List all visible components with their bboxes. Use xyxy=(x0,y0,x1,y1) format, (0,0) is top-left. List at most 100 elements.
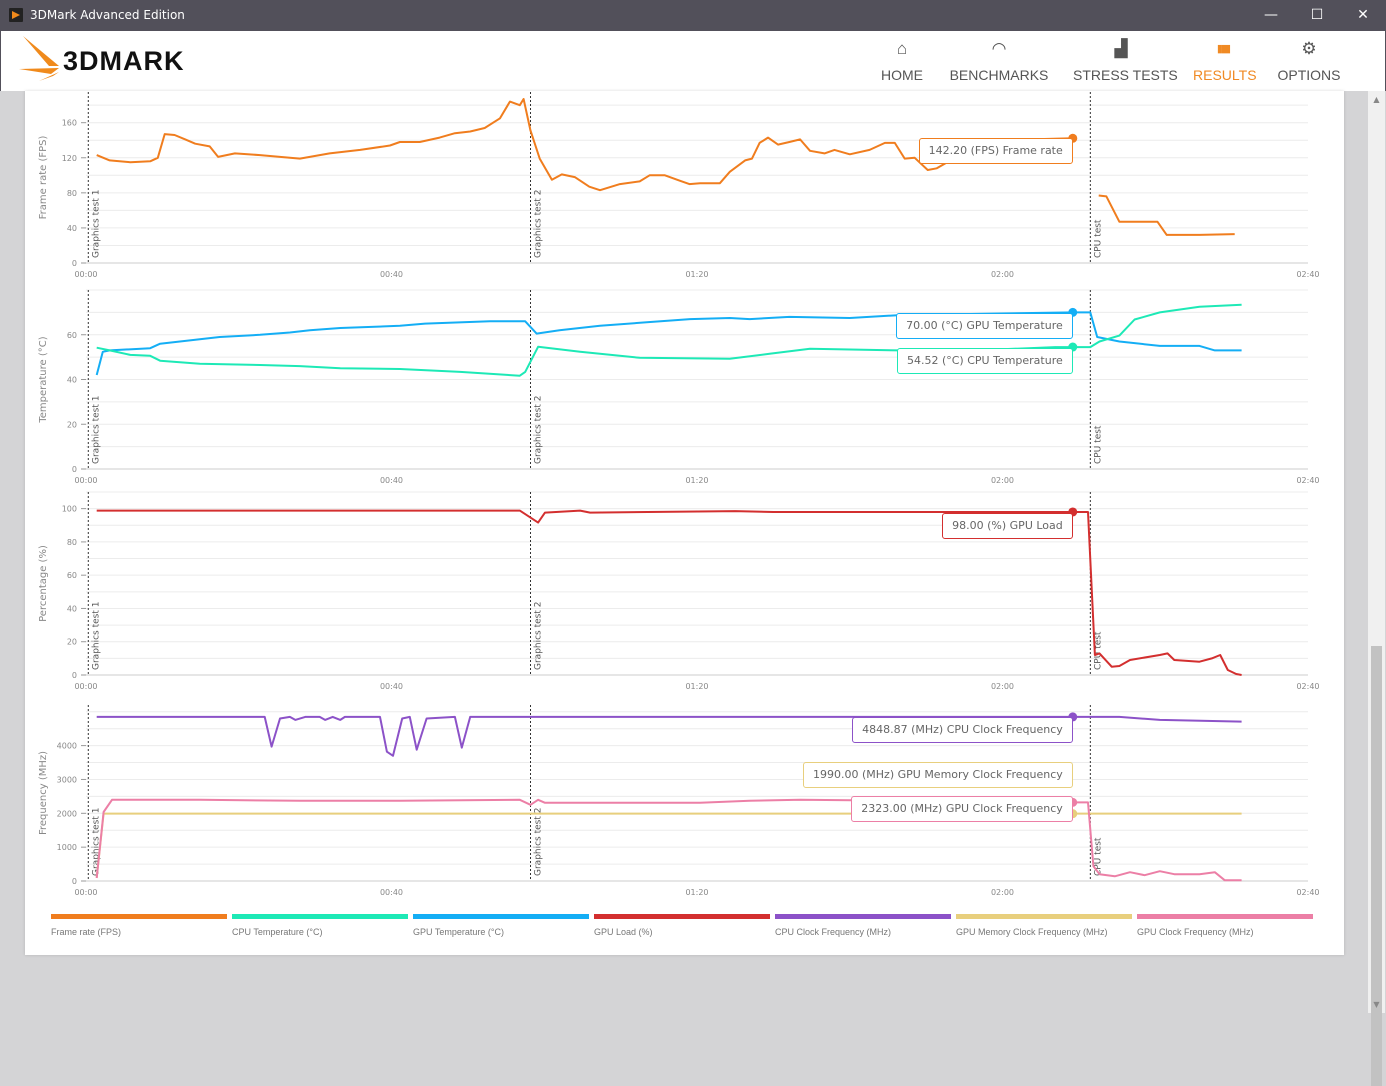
legend-swatch xyxy=(775,914,951,919)
x-tick-label: 00:40 xyxy=(380,888,403,897)
bar-chart-icon: ▟ xyxy=(1114,39,1128,58)
y-tick-label: 100 xyxy=(62,505,77,514)
x-tick-label: 01:20 xyxy=(685,682,708,691)
legend-swatch xyxy=(232,914,408,919)
nav-label: BENCHMARKS xyxy=(949,67,1049,83)
app-header: 3DMARK ⌂ HOME ◠ BENCHMARKS ▟ STRESS TEST… xyxy=(0,31,1386,91)
x-tick-label: 02:40 xyxy=(1296,270,1319,279)
legend-item[interactable]: CPU Clock Frequency (MHz) xyxy=(775,914,951,937)
test-marker-label: Graphics test 1 xyxy=(91,190,101,258)
legend-label: Frame rate (FPS) xyxy=(51,927,122,937)
nav-stress-tests[interactable]: ▟ STRESS TESTS xyxy=(1073,39,1178,83)
y-tick-label: 80 xyxy=(67,538,77,547)
y-axis-title: Frequency (MHz) xyxy=(38,751,49,835)
x-tick-label: 02:00 xyxy=(991,476,1014,485)
tooltip-fps: 142.20 (FPS) Frame rate xyxy=(918,138,1073,164)
y-tick-label: 0 xyxy=(72,877,77,886)
y-tick-label: 0 xyxy=(72,671,77,680)
legend-swatch xyxy=(594,914,770,919)
x-tick-label: 01:20 xyxy=(685,270,708,279)
legend-swatch xyxy=(51,914,227,919)
test-marker-label: CPU test xyxy=(1093,837,1103,876)
maximize-button[interactable]: ☐ xyxy=(1310,7,1324,23)
y-tick-label: 160 xyxy=(62,119,77,128)
x-tick-label: 00:00 xyxy=(74,476,97,485)
nav-label: HOME xyxy=(881,67,923,83)
legend-item[interactable]: Frame rate (FPS) xyxy=(51,914,227,937)
tooltip-gpu-clock: 2323.00 (MHz) GPU Clock Frequency xyxy=(851,796,1073,822)
legend-label: GPU Temperature (°C) xyxy=(413,927,504,937)
legend-label: GPU Memory Clock Frequency (MHz) xyxy=(956,927,1108,937)
legend-item[interactable]: GPU Memory Clock Frequency (MHz) xyxy=(956,914,1132,937)
scroll-up-icon[interactable]: ▲ xyxy=(1373,95,1380,104)
nav-results[interactable]: ▮▮▮ RESULTS xyxy=(1193,39,1257,83)
scroll-down-icon[interactable]: ▼ xyxy=(1373,1000,1380,1009)
monitoring-charts: 0 40 80 120 160 00:00 00:40 01:20 02:00 02:40 Fram… xyxy=(38,92,1320,897)
nav-options[interactable]: ⚙ OPTIONS xyxy=(1277,39,1341,83)
legend-item[interactable]: GPU Load (%) xyxy=(594,914,770,937)
test-marker-label: CPU test xyxy=(1093,219,1103,258)
x-tick-label: 01:20 xyxy=(685,476,708,485)
chart-2: 0 20 40 60 00:00 00:40 01:20 02:00 02:40 Temperat… xyxy=(38,289,1320,485)
x-tick-label: 02:40 xyxy=(1296,888,1319,897)
legend-swatch xyxy=(413,914,589,919)
results-icon: ▮▮▮ xyxy=(1216,43,1231,55)
tooltip-gpu-load: 98.00 (%) GPU Load xyxy=(942,513,1073,539)
3dmark-logo[interactable]: 3DMARK xyxy=(19,36,229,86)
y-tick-label: 80 xyxy=(67,189,77,198)
series-line-fps xyxy=(96,98,1073,192)
title-bar: 3DMark Advanced Edition — ☐ ✕ xyxy=(0,0,1386,31)
scrollbar[interactable]: ▲ ▼ xyxy=(1368,91,1385,1086)
x-tick-label: 00:40 xyxy=(380,270,403,279)
nav-label: OPTIONS xyxy=(1277,67,1341,83)
y-tick-label: 20 xyxy=(67,638,77,647)
x-tick-label: 01:20 xyxy=(685,888,708,897)
y-tick-label: 0 xyxy=(72,259,77,268)
series-line-cpu-clock xyxy=(96,715,1242,757)
legend-label: GPU Load (%) xyxy=(594,927,653,937)
test-marker-label: Graphics test 1 xyxy=(91,602,101,670)
x-tick-label: 00:40 xyxy=(380,476,403,485)
y-tick-label: 120 xyxy=(62,154,77,163)
legend-item[interactable]: GPU Temperature (°C) xyxy=(413,914,589,937)
chart-3: 0 20 40 60 80 100 00:00 00:40 01:20 02:00 02:40 Per… xyxy=(38,491,1320,691)
test-marker-label: Graphics test 2 xyxy=(534,602,544,670)
nav-benchmarks[interactable]: ◠ BENCHMARKS xyxy=(949,39,1049,83)
y-tick-label: 40 xyxy=(67,604,77,613)
legend-item[interactable]: CPU Temperature (°C) xyxy=(232,914,408,937)
scrollbar-thumb[interactable] xyxy=(1371,646,1382,1086)
nav-label: RESULTS xyxy=(1193,67,1257,83)
test-marker-label: CPU test xyxy=(1093,631,1103,670)
test-marker-label: Graphics test 2 xyxy=(534,396,544,464)
y-tick-label: 20 xyxy=(67,420,77,429)
y-tick-label: 3000 xyxy=(57,775,77,784)
x-tick-label: 02:00 xyxy=(991,888,1014,897)
legend-label: CPU Clock Frequency (MHz) xyxy=(775,927,892,937)
y-tick-label: 40 xyxy=(67,376,77,385)
x-tick-label: 02:00 xyxy=(991,682,1014,691)
home-icon: ⌂ xyxy=(896,39,908,58)
logo-wing-icon xyxy=(19,36,59,81)
y-tick-label: 0 xyxy=(72,465,77,474)
legend-swatch xyxy=(956,914,1132,919)
test-marker-label: Graphics test 1 xyxy=(91,396,101,464)
y-axis-title: Temperature (°C) xyxy=(38,336,49,423)
nav-home[interactable]: ⌂ HOME xyxy=(879,39,925,83)
window-title: 3DMark Advanced Edition xyxy=(30,8,185,22)
x-tick-label: 00:00 xyxy=(74,270,97,279)
logo-text: 3DMARK xyxy=(63,46,185,76)
minimize-button[interactable]: — xyxy=(1264,7,1278,23)
gauge-icon: ◠ xyxy=(991,39,1007,58)
legend-swatch xyxy=(1137,914,1313,919)
legend-label: CPU Temperature (°C) xyxy=(232,927,323,937)
tooltip-cpu-temp: 54.52 (°C) CPU Temperature xyxy=(896,348,1073,374)
y-tick-label: 4000 xyxy=(57,742,77,751)
close-button[interactable]: ✕ xyxy=(1357,7,1369,23)
y-tick-label: 1000 xyxy=(57,843,77,852)
y-tick-label: 40 xyxy=(67,224,77,233)
test-marker-label: Graphics test 1 xyxy=(91,808,101,876)
y-tick-label: 2000 xyxy=(57,809,77,818)
y-axis-title: Frame rate (FPS) xyxy=(38,136,49,220)
legend-item[interactable]: GPU Clock Frequency (MHz) xyxy=(1137,914,1313,937)
tooltip-cpu-clock: 4848.87 (MHz) CPU Clock Frequency xyxy=(852,717,1073,743)
